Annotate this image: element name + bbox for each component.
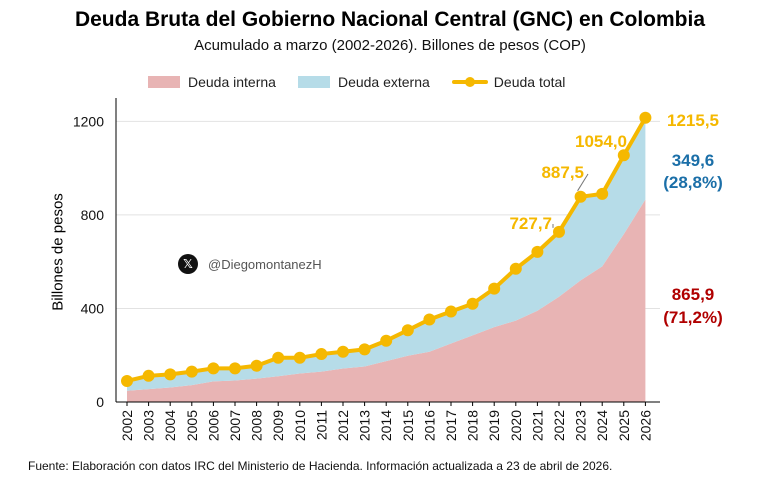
point-deuda-total-2008 — [250, 359, 263, 372]
point-deuda-total-2006 — [207, 362, 220, 375]
x-tick-label-2011: 2011 — [313, 410, 329, 440]
data-label-1054-0: 1054,0 — [575, 132, 627, 151]
watermark-handle: @DiegomontanezH — [208, 256, 322, 272]
point-deuda-total-2004 — [164, 368, 177, 381]
x-tick-label-2005: 2005 — [184, 410, 200, 441]
legend-swatch-deuda-interna — [148, 76, 180, 88]
x-tick-label-2017: 2017 — [443, 410, 459, 441]
data-label-727-7: 727,7 — [509, 214, 552, 233]
legend-swatch-deuda-total — [451, 76, 488, 88]
legend-item-deuda-externa: Deuda externa — [297, 74, 430, 90]
point-deuda-total-2022 — [553, 225, 565, 238]
point-deuda-total-2003 — [142, 369, 155, 382]
source-note: Fuente: Elaboración con datos IRC del Mi… — [28, 459, 613, 473]
data-label-887-5: 887,5 — [541, 163, 584, 182]
legend: Deuda interna Deuda externa Deuda total — [148, 73, 587, 91]
data-label-interna-share: (71,2%) — [663, 308, 723, 327]
point-deuda-total-2021 — [531, 245, 544, 258]
x-tick-label-2025: 2025 — [616, 410, 632, 441]
point-deuda-total-2011 — [315, 348, 328, 361]
point-deuda-total-2024 — [596, 187, 609, 200]
chart-title: Deuda Bruta del Gobierno Nacional Centra… — [74, 8, 706, 31]
x-tick-label-2006: 2006 — [205, 410, 221, 441]
point-deuda-total-2025 — [617, 149, 630, 162]
point-deuda-total-2013 — [358, 343, 371, 356]
x-tick-label-2014: 2014 — [378, 410, 394, 441]
point-deuda-total-2016 — [423, 313, 436, 326]
x-logo-icon: 𝕏 — [178, 254, 198, 274]
x-tick-label-2010: 2010 — [292, 410, 308, 441]
x-tick-label-2002: 2002 — [119, 410, 135, 441]
point-deuda-total-2020 — [509, 262, 522, 275]
legend-label-deuda-externa: Deuda externa — [337, 74, 430, 90]
x-tick-label-2004: 2004 — [162, 410, 178, 441]
point-deuda-total-2019 — [488, 282, 501, 295]
data-label-externa-share: (28,8%) — [663, 173, 723, 192]
point-deuda-total-2002 — [121, 374, 133, 387]
x-tick-label-2019: 2019 — [486, 410, 502, 441]
legend-swatch-deuda-externa — [297, 76, 330, 88]
x-tick-label-2013: 2013 — [357, 410, 373, 441]
watermark: 𝕏 @DiegomontanezH — [178, 254, 322, 274]
y-tick-label-0: 0 — [96, 394, 104, 410]
x-tick-label-2012: 2012 — [335, 410, 351, 441]
legend-item-deuda-interna: Deuda interna — [148, 74, 276, 90]
x-tick-label-2024: 2024 — [594, 410, 610, 441]
point-deuda-total-2023 — [574, 190, 587, 203]
legend-label-deuda-total: Deuda total — [493, 74, 566, 90]
x-tick-label-2023: 2023 — [573, 410, 589, 441]
area-deuda-interna — [127, 199, 646, 402]
point-deuda-total-2018 — [466, 297, 479, 310]
data-label-1215-5: 1215,5 — [667, 111, 719, 130]
x-tick-label-2022: 2022 — [551, 410, 567, 441]
y-tick-label-800: 800 — [81, 207, 105, 223]
point-deuda-total-2007 — [229, 362, 241, 375]
x-tick-label-2026: 2026 — [637, 410, 653, 441]
x-tick-label-2007: 2007 — [227, 410, 243, 441]
y-tick-label-400: 400 — [81, 300, 105, 316]
x-tick-label-2008: 2008 — [249, 410, 265, 441]
point-deuda-total-2017 — [445, 305, 457, 318]
x-tick-label-2020: 2020 — [508, 410, 524, 441]
chart-subtitle: Acumulado a marzo (2002-2026). Billones … — [194, 37, 586, 54]
point-deuda-total-2015 — [401, 324, 414, 337]
leader-887 — [577, 173, 589, 192]
x-tick-label-2016: 2016 — [421, 410, 437, 441]
point-deuda-total-2009 — [272, 351, 285, 364]
point-deuda-total-2012 — [337, 345, 349, 358]
point-deuda-total-2026 — [639, 111, 652, 124]
y-tick-label-1200: 1200 — [73, 113, 104, 129]
point-deuda-total-2005 — [185, 365, 198, 378]
x-tick-label-2018: 2018 — [465, 410, 481, 441]
point-deuda-total-2014 — [380, 334, 393, 347]
x-tick-label-2021: 2021 — [529, 410, 545, 441]
data-label-externa-value: 349,6 — [672, 151, 715, 170]
x-tick-label-2009: 2009 — [270, 410, 286, 441]
x-tick-label-2003: 2003 — [141, 410, 157, 441]
legend-item-deuda-total: Deuda total — [451, 74, 566, 90]
point-deuda-total-2010 — [293, 351, 306, 364]
legend-label-deuda-interna: Deuda interna — [188, 74, 276, 90]
x-tick-label-2015: 2015 — [400, 410, 416, 441]
data-label-interna-value: 865,9 — [672, 285, 715, 304]
